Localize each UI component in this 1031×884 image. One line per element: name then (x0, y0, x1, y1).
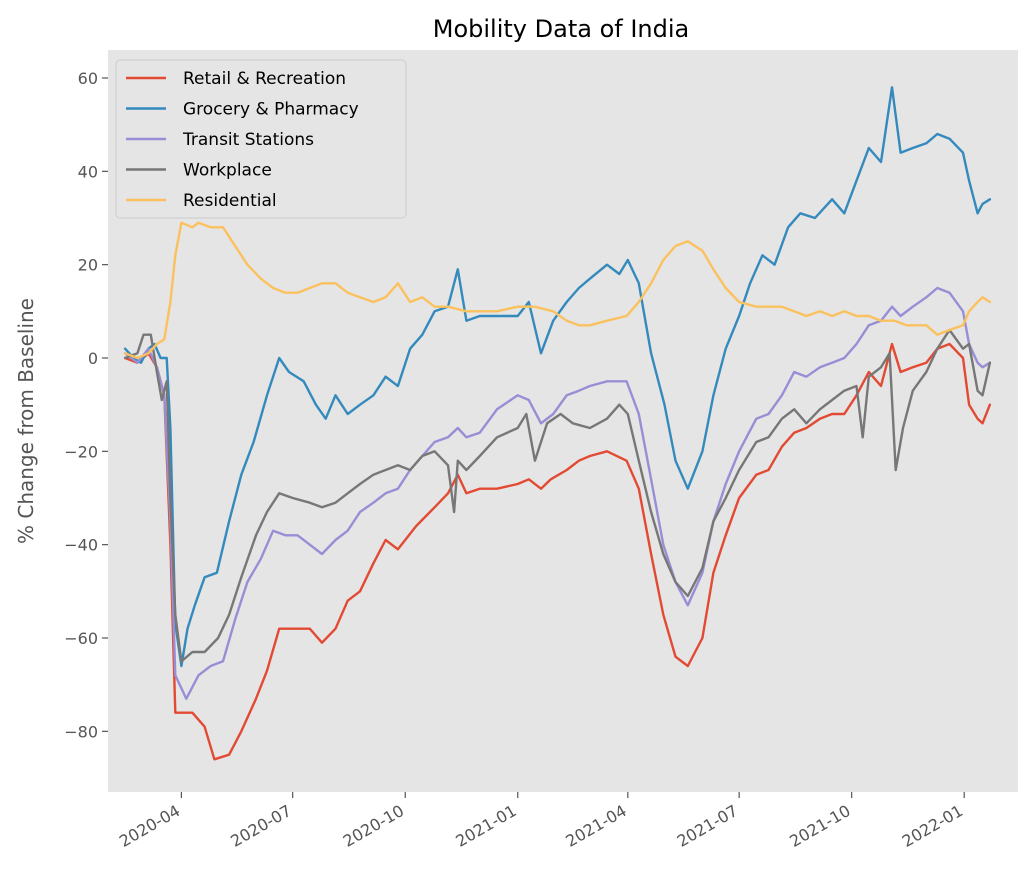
legend-label-1: Grocery & Pharmacy (183, 100, 359, 120)
y-tick-label: 40 (78, 162, 98, 181)
y-tick-label: 20 (78, 256, 98, 275)
series-line-1 (123, 86, 992, 668)
series-line-4 (123, 221, 992, 360)
y-tick-label: −60 (64, 629, 98, 648)
y-axis: −80 −60 −40 −20 0 20 40 60 (64, 69, 108, 741)
series-line-2 (123, 286, 992, 700)
legend-label-2: Transit Stations (182, 130, 314, 150)
series-line-0 (123, 342, 992, 761)
legend-box (115, 59, 407, 219)
chart-title: Mobility Data of India (433, 15, 689, 43)
legend-label-3: Workplace (183, 161, 272, 181)
y-tick-label: −40 (64, 536, 98, 555)
legend: Retail & Recreation Grocery & Pharmacy Tra… (115, 59, 407, 219)
y-tick-label: −80 (64, 722, 98, 741)
legend-label-0: Retail & Recreation (183, 69, 346, 89)
y-tick-label: 0 (88, 349, 98, 368)
y-tick-label: −20 (64, 442, 98, 461)
y-tick-label: 60 (78, 69, 98, 88)
series-line-3 (123, 328, 992, 663)
y-axis-label: % Change from Baseline (14, 298, 38, 544)
series-layer (123, 86, 992, 761)
legend-label-4: Residential (183, 191, 277, 211)
